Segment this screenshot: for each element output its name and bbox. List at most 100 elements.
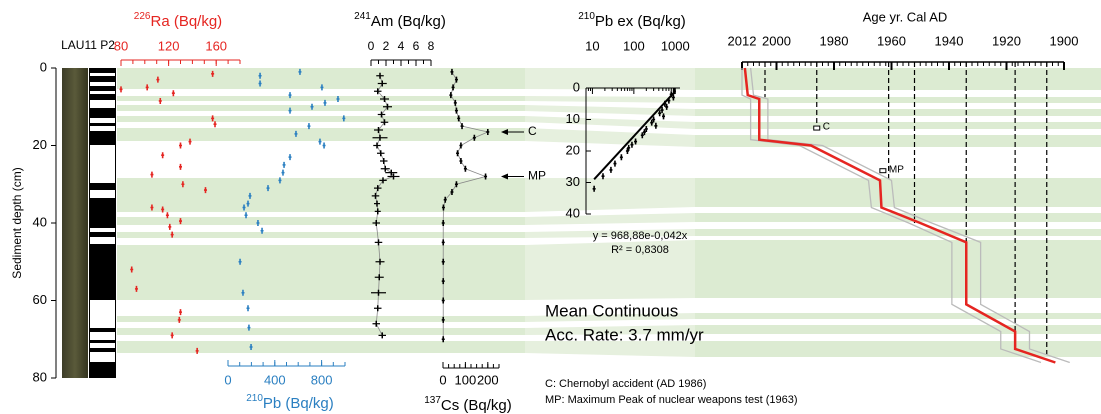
axis-title-text: Pb ex (Bq/kg) (595, 13, 686, 30)
point (472, 134, 476, 141)
x-tick-label: 0 (439, 372, 446, 387)
x-tick-label: 1960 (877, 33, 906, 48)
y-tick-label: 10 (566, 111, 580, 126)
event-band (695, 313, 1101, 319)
event-band (695, 178, 1101, 207)
legend-note: MP: Maximum Peak of nuclear weapons test… (545, 394, 798, 406)
depth-tick-label: 80 (33, 369, 47, 384)
point (307, 123, 311, 130)
event-band (525, 128, 695, 147)
event-band (695, 229, 1101, 236)
event-band (117, 96, 525, 101)
point (161, 206, 165, 213)
point (179, 218, 182, 225)
point (266, 185, 270, 192)
age-model-line (743, 67, 1056, 364)
point (211, 70, 215, 77)
event-band (695, 68, 1101, 90)
point (486, 128, 490, 135)
point (211, 115, 215, 122)
point (640, 132, 644, 139)
event-band (117, 105, 525, 111)
fit-r2: R² = 0,8308 (611, 244, 669, 256)
point (260, 227, 264, 234)
point (171, 90, 175, 97)
event-band (525, 178, 695, 212)
event-band (117, 328, 525, 335)
point (238, 258, 242, 265)
point (441, 258, 445, 265)
x-tick-label: 80 (114, 38, 128, 53)
point (310, 103, 314, 110)
event-band (117, 316, 525, 322)
point (150, 204, 154, 211)
event-band (525, 313, 695, 322)
x-tick-label: 6 (413, 39, 420, 53)
axis-title: Age yr. Cal AD (863, 9, 948, 24)
legend-note: C: Chernobyl accident (AD 1986) (545, 378, 706, 390)
point (242, 204, 246, 211)
x-tick-label: 2 (383, 39, 390, 53)
point (188, 138, 192, 145)
point (150, 171, 154, 178)
point (195, 347, 199, 354)
x-tick-label: 4 (398, 39, 405, 53)
event-band (525, 341, 695, 357)
event-band (525, 240, 695, 300)
x-tick-label: 1000 (661, 38, 690, 53)
point (441, 220, 445, 226)
x-tick-label: 0 (224, 372, 231, 387)
point (450, 189, 454, 195)
depth-tick-label: 20 (33, 137, 47, 152)
event-band (525, 116, 695, 129)
point (318, 138, 322, 145)
point (463, 165, 467, 172)
depth-tick-label: 40 (33, 214, 47, 229)
point (179, 142, 182, 149)
point (165, 212, 169, 219)
event-band (525, 229, 695, 238)
point (625, 148, 629, 154)
point (130, 266, 134, 273)
annotation-label: C (528, 124, 537, 138)
point (179, 309, 182, 316)
point (630, 141, 634, 148)
point (441, 204, 445, 211)
point (443, 196, 447, 203)
core-label: LAU11 P2 (61, 38, 115, 52)
point (181, 181, 185, 188)
profile-line (375, 75, 395, 336)
event-band (695, 341, 1101, 357)
point (592, 185, 596, 192)
point (450, 68, 454, 75)
x-tick-label: 1900 (1050, 33, 1079, 48)
annotation-label: MP (528, 169, 546, 183)
point (601, 173, 605, 180)
chrono-marker (813, 125, 821, 131)
rate-note: Mean Continuous (545, 301, 678, 320)
point (613, 160, 617, 167)
point (288, 92, 292, 99)
core-photo (62, 68, 88, 378)
point (619, 154, 623, 161)
annotation-arrowhead (501, 128, 508, 135)
point (249, 344, 253, 350)
x-tick-label: 0 (368, 39, 375, 53)
point (258, 80, 262, 87)
event-band (695, 240, 1101, 298)
point (449, 92, 453, 99)
point (288, 154, 292, 161)
event-band (117, 128, 525, 141)
axis-title-text: Am (Bq/kg) (371, 13, 446, 30)
x-tick-label: 160 (205, 38, 227, 53)
point (278, 177, 282, 184)
rate-note: Acc. Rate: 3.7 mm/yr (545, 325, 704, 344)
x-tick-label: 2012 (728, 33, 757, 48)
event-band (117, 217, 525, 225)
x-tick-label: 120 (158, 38, 180, 53)
point (320, 84, 324, 91)
point (282, 161, 286, 168)
point (658, 110, 662, 117)
axis-title: 241Am (Bq/kg) (354, 11, 446, 30)
